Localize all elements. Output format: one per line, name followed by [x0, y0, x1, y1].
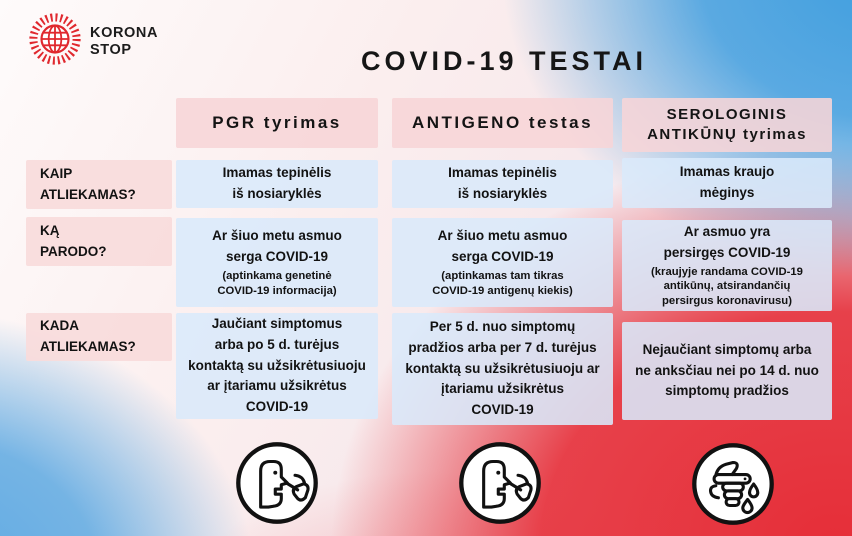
cell-kada-pgr: Jaučiant simptomus arba po 5 d. turėjus …	[176, 313, 378, 419]
cell-text: Ar asmuo yra persirgęs COVID-19	[663, 223, 791, 260]
column-header-pgr: PGR tyrimas	[176, 98, 378, 148]
row-label-kaip-atliekamas: KAIP ATLIEKAMAS?	[26, 160, 172, 209]
cell-text: Per 5 d. nuo simptomų pradžios arba per …	[405, 318, 600, 418]
cell-kaip-serologinis: Imamas kraujo mėginys	[622, 158, 832, 208]
cell-text: Nejaučiant simptomų arba ne anksčiau nei…	[635, 341, 819, 399]
page-title: COVID-19 TESTAI	[360, 46, 648, 76]
cell-note: (aptinkama genetinė COVID-19 informacija…	[217, 270, 337, 297]
virus-globe-icon	[28, 12, 82, 71]
nasal-swab-icon	[234, 440, 320, 526]
logo-text: KORONA STOP	[90, 25, 158, 57]
cell-kaip-pgr: Imamas tepinėlis iš nosiaryklės	[176, 160, 378, 208]
cell-kaip-antigeno: Imamas tepinėlis iš nosiaryklės	[392, 160, 613, 208]
cell-ka-parodo-pgr: Ar šiuo metu asmuo serga COVID-19 (aptin…	[176, 218, 378, 307]
cell-text: Imamas tepinėlis iš nosiaryklės	[448, 165, 557, 201]
column-header-antigeno: ANTIGENO testas	[392, 98, 613, 148]
nasal-swab-icon	[457, 440, 543, 526]
blood-drop-hand-icon	[690, 441, 776, 527]
row-label-kada-atliekamas: KADA ATLIEKAMAS?	[26, 313, 172, 361]
cell-text: Jaučiant simptomus arba po 5 d. turėjus …	[188, 315, 366, 415]
cell-ka-parodo-antigeno: Ar šiuo metu asmuo serga COVID-19 (aptin…	[392, 218, 613, 307]
cell-ka-parodo-serologinis: Ar asmuo yra persirgęs COVID-19 (kraujyj…	[622, 220, 832, 311]
korona-stop-logo: KORONA STOP	[28, 12, 158, 71]
cell-text: Imamas kraujo mėginys	[679, 164, 775, 200]
cell-kada-serologinis: Nejaučiant simptomų arba ne anksčiau nei…	[622, 322, 832, 420]
logo-line1: KORONA	[90, 25, 159, 42]
cell-text: Ar šiuo metu asmuo serga COVID-19	[212, 228, 342, 265]
cell-note: (aptinkamas tam tikras COVID-19 antigenų…	[432, 270, 573, 297]
cell-note: (kraujyje randama COVID-19 antikūnų, ats…	[651, 265, 803, 308]
cell-text: Ar šiuo metu asmuo serga COVID-19	[437, 228, 568, 265]
row-label-ka-parodo: KĄ PARODO?	[26, 217, 172, 266]
column-header-serologinis: SEROLOGINIS ANTIKŪNŲ tyrimas	[622, 98, 832, 152]
cell-kada-antigeno: Per 5 d. nuo simptomų pradžios arba per …	[392, 313, 613, 425]
logo-line2: STOP	[90, 41, 132, 58]
cell-text: Imamas tepinėlis iš nosiaryklės	[222, 165, 332, 201]
